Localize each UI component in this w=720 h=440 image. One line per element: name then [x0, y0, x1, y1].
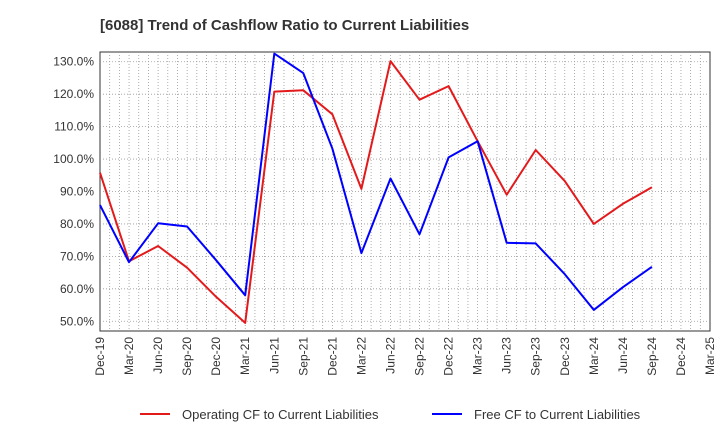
y-tick-label: 130.0% — [53, 55, 94, 69]
x-tick-label: Mar-25 — [703, 337, 717, 375]
x-tick-label: Mar-24 — [587, 337, 601, 375]
y-tick-label: 80.0% — [60, 217, 94, 231]
y-tick-label: 50.0% — [60, 314, 94, 328]
x-tick-label: Jun-20 — [151, 337, 165, 374]
x-tick-label: Sep-20 — [180, 337, 194, 376]
plot-area: 50.0% 60.0% 70.0% 80.0% 90.0% 100.0% 110.0% 120… — [53, 51, 717, 376]
x-tick-label: Sep-21 — [296, 337, 310, 376]
y-tick-label: 90.0% — [60, 185, 94, 199]
x-tick-label: Jun-23 — [500, 337, 514, 374]
series-line-operating-cf — [99, 60, 653, 324]
x-tick-label: Mar-20 — [122, 337, 136, 375]
y-tick-label: 100.0% — [53, 152, 94, 166]
y-tick-label: 110.0% — [54, 120, 94, 134]
x-tick-label: Dec-20 — [209, 337, 223, 376]
x-tick-label: Dec-22 — [442, 337, 456, 376]
x-tick-label: Mar-21 — [238, 337, 252, 375]
x-tick-label: Jun-22 — [383, 337, 397, 374]
legend-label: Operating CF to Current Liabilities — [182, 407, 379, 422]
x-tick-label: Dec-21 — [325, 337, 339, 376]
legend: Operating CF to Current Liabilities Free … — [140, 407, 641, 422]
y-tick-label: 120.0% — [53, 87, 94, 101]
chart-title: [6088] Trend of Cashflow Ratio to Curren… — [100, 17, 469, 34]
legend-label: Free CF to Current Liabilities — [474, 407, 641, 422]
x-tick-label: Mar-22 — [354, 337, 368, 375]
series-line-free-cf — [99, 52, 653, 311]
x-tick-label: Dec-24 — [674, 337, 688, 376]
y-tick-label: 60.0% — [60, 282, 94, 296]
x-tick-label: Mar-23 — [471, 337, 485, 375]
x-tick-label: Jun-24 — [616, 337, 630, 374]
x-tick-label: Dec-23 — [558, 337, 572, 376]
x-tick-label: Sep-22 — [413, 337, 427, 376]
x-tick-label: Sep-23 — [529, 337, 543, 376]
y-tick-label: 70.0% — [60, 249, 94, 263]
x-tick-label: Sep-24 — [645, 337, 659, 376]
x-tick-label: Jun-21 — [267, 337, 281, 374]
plot-frame — [99, 51, 711, 332]
x-tick-label: Dec-19 — [93, 337, 107, 376]
